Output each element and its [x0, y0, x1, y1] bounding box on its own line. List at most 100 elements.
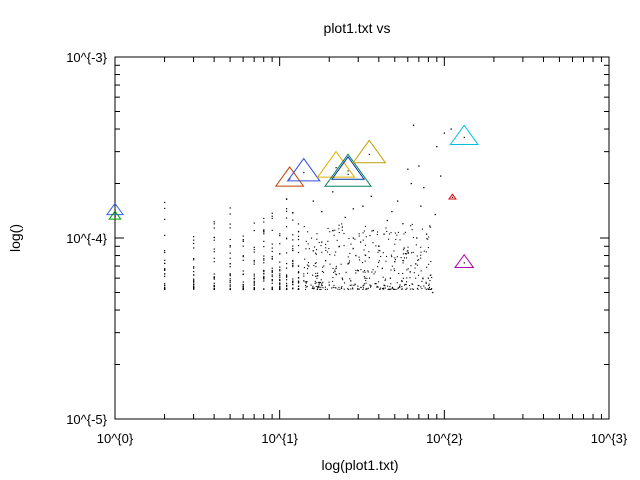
data-point — [334, 287, 336, 289]
x-tick-labels: 10^{0} 10^{1} 10^{2} 10^{3} — [97, 431, 628, 446]
data-point — [332, 280, 334, 282]
data-point — [292, 259, 294, 262]
data-point — [386, 219, 388, 222]
data-point — [354, 238, 356, 240]
data-point — [263, 240, 265, 242]
data-point — [402, 253, 404, 255]
data-point — [374, 282, 376, 285]
data-point — [292, 263, 294, 265]
data-point — [323, 265, 325, 267]
data-point — [279, 253, 281, 255]
data-point — [354, 284, 356, 286]
data-point — [285, 274, 288, 276]
data-points — [164, 124, 452, 294]
data-point — [164, 201, 166, 204]
data-point — [343, 288, 345, 290]
data-point — [329, 231, 331, 233]
data-point — [358, 288, 360, 290]
data-point — [242, 283, 244, 286]
data-point — [312, 250, 314, 252]
data-point — [314, 282, 316, 284]
data-point — [263, 271, 265, 273]
data-point — [305, 288, 307, 290]
data-point — [410, 225, 412, 227]
data-point — [213, 288, 215, 290]
data-point — [193, 267, 195, 269]
data-point — [341, 277, 343, 279]
data-point — [412, 283, 414, 285]
data-point — [425, 288, 427, 291]
data-point — [405, 288, 407, 290]
data-point — [213, 273, 215, 275]
data-point — [306, 281, 308, 283]
data-point — [229, 274, 231, 276]
data-point — [318, 281, 321, 284]
data-point — [253, 229, 255, 232]
data-point — [384, 287, 386, 289]
data-point — [359, 259, 361, 261]
data-point — [394, 261, 396, 263]
data-point — [331, 287, 333, 289]
data-point — [389, 288, 391, 291]
data-point — [352, 208, 354, 210]
data-point — [164, 250, 166, 252]
triangle-marker — [286, 157, 321, 182]
data-point — [305, 286, 307, 288]
data-point — [421, 228, 423, 230]
data-point — [423, 285, 425, 287]
data-point — [292, 265, 294, 268]
data-point — [362, 232, 364, 234]
data-point — [409, 277, 411, 279]
data-point — [279, 288, 281, 290]
data-point — [404, 231, 406, 233]
data-point — [193, 278, 195, 280]
data-point — [328, 248, 330, 250]
data-point — [427, 238, 429, 240]
data-point — [303, 273, 305, 275]
data-point — [338, 286, 340, 288]
data-point — [164, 268, 166, 270]
data-point — [409, 288, 411, 290]
data-point — [450, 128, 452, 130]
data-point — [213, 277, 215, 279]
data-point — [392, 288, 394, 290]
data-point — [263, 288, 265, 290]
data-point — [279, 276, 281, 278]
data-point — [253, 273, 255, 275]
data-point — [415, 244, 417, 246]
data-point — [420, 205, 422, 207]
data-point — [229, 223, 231, 225]
data-point — [297, 235, 300, 237]
data-point — [429, 288, 431, 291]
data-point — [253, 278, 255, 280]
data-point — [322, 266, 324, 268]
data-point — [164, 259, 166, 261]
triangle-marker — [324, 153, 372, 187]
data-point — [394, 259, 396, 261]
data-point — [402, 272, 404, 275]
data-point — [321, 285, 323, 287]
data-point — [390, 254, 393, 256]
data-point — [365, 254, 367, 257]
data-point — [385, 260, 387, 262]
data-point — [427, 277, 430, 279]
data-point — [253, 286, 255, 289]
data-point — [341, 226, 343, 228]
data-point — [316, 233, 318, 235]
y-tick-labels: 10^{-5} 10^{-4} 10^{-3} — [66, 50, 107, 427]
data-point — [367, 287, 369, 289]
data-point — [404, 284, 406, 286]
data-point — [350, 243, 352, 245]
data-point — [242, 235, 244, 237]
x-tick-label: 10^{2} — [426, 431, 463, 446]
data-point — [164, 286, 166, 289]
data-point — [423, 250, 425, 252]
data-point — [432, 291, 434, 294]
data-point — [431, 276, 433, 279]
data-point — [229, 278, 231, 280]
data-point — [292, 249, 294, 252]
data-point — [407, 268, 409, 270]
data-point — [325, 247, 327, 249]
data-point — [285, 267, 288, 269]
data-point — [263, 278, 265, 280]
